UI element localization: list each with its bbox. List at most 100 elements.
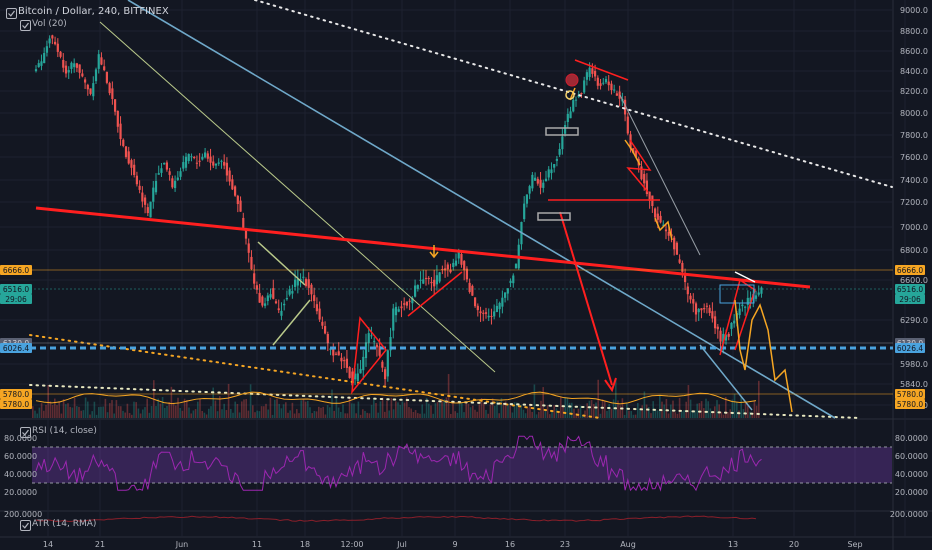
volume-bar xyxy=(683,410,685,418)
volume-bar xyxy=(751,412,753,418)
candle-body xyxy=(572,100,575,112)
candle-body xyxy=(242,217,245,228)
volume-bar xyxy=(159,403,162,418)
candle-body xyxy=(370,335,373,337)
candle-body xyxy=(561,136,564,150)
candle-body xyxy=(498,302,501,310)
volume-bar xyxy=(289,410,291,418)
volume-bar xyxy=(529,403,531,418)
volume-bar xyxy=(705,398,707,418)
volume-bar xyxy=(707,401,709,418)
candle-body xyxy=(463,261,466,271)
atr-line xyxy=(35,515,757,522)
volume-bar xyxy=(443,399,445,418)
volume-bar xyxy=(186,400,188,418)
price-badge xyxy=(895,399,925,409)
candle-body xyxy=(738,308,741,316)
volume-bar xyxy=(685,401,687,418)
candle-body xyxy=(588,67,591,77)
volume-bar xyxy=(428,403,430,418)
candle-body xyxy=(323,326,327,334)
volume-bar xyxy=(122,410,124,418)
volume-bar xyxy=(190,413,192,418)
volume-bar xyxy=(144,407,146,418)
volume-bar xyxy=(170,386,173,418)
volume-bar xyxy=(390,397,393,418)
candle-body xyxy=(253,273,256,284)
candle-body xyxy=(667,231,670,236)
rectangle-box xyxy=(537,212,571,221)
visibility-checkbox-icon[interactable] xyxy=(6,8,17,19)
candle-body xyxy=(304,279,308,287)
candle-body xyxy=(157,173,160,175)
candle-body xyxy=(482,312,485,314)
volume-bar xyxy=(60,413,63,418)
candle-body xyxy=(452,262,455,268)
candle-body xyxy=(424,277,428,279)
candle-body xyxy=(182,162,185,169)
candle-body xyxy=(566,113,569,123)
candle-body xyxy=(623,99,627,115)
candle-body xyxy=(544,178,548,182)
price-tick-label: 7200.0 xyxy=(900,198,928,207)
volume-bar xyxy=(212,387,214,418)
candle-body xyxy=(299,278,302,281)
volume-bar xyxy=(461,402,463,418)
volume-bar xyxy=(709,408,712,418)
volume-bar xyxy=(676,413,679,418)
candle-body xyxy=(705,305,709,307)
volume-bar xyxy=(377,412,379,418)
volume-indicator-label: Vol (20) xyxy=(32,19,67,29)
volume-bar xyxy=(467,403,470,418)
volume-bar xyxy=(313,410,316,418)
candle-body xyxy=(583,80,586,93)
volume-bar xyxy=(654,408,657,418)
candle-body xyxy=(92,83,95,97)
price-badge-label: 6026.4 xyxy=(897,344,923,353)
volume-bar xyxy=(465,402,467,418)
candle-body xyxy=(697,308,700,313)
candle-body xyxy=(569,111,572,119)
volume-bar xyxy=(287,412,289,418)
volume-bars xyxy=(32,374,760,418)
volume-bar xyxy=(56,405,58,418)
candle-body xyxy=(187,154,190,162)
volume-bar xyxy=(166,405,168,418)
volume-bar xyxy=(221,409,223,418)
rsi-visibility-checkbox-icon[interactable] xyxy=(20,427,31,438)
volume-bar xyxy=(729,409,731,418)
candle-body xyxy=(539,179,542,188)
candle-body xyxy=(662,224,665,226)
volume-bar xyxy=(329,407,331,418)
candle-body xyxy=(62,59,65,68)
volume-bar xyxy=(736,402,738,418)
candle-body xyxy=(664,229,668,232)
volume-bar xyxy=(346,413,349,418)
volume-bar xyxy=(575,413,577,418)
atr-visibility-checkbox-icon[interactable] xyxy=(20,520,31,531)
volume-bar xyxy=(370,404,373,418)
volume-bar xyxy=(403,402,406,418)
volume-bar xyxy=(551,410,553,418)
candle-body xyxy=(536,178,539,184)
rsi-line xyxy=(35,435,762,492)
candle-body xyxy=(353,373,357,380)
volume-bar xyxy=(214,400,217,418)
volume-bar xyxy=(247,410,250,418)
volume-bar xyxy=(245,399,247,418)
volume-visibility-checkbox-icon[interactable] xyxy=(20,20,31,31)
volume-bar xyxy=(300,400,302,418)
volume-bar xyxy=(67,403,69,418)
candle-body xyxy=(285,298,289,300)
volume-bar xyxy=(318,406,320,418)
volume-bar xyxy=(117,406,120,418)
candle-body xyxy=(122,139,125,146)
red-arrow-head xyxy=(604,377,617,393)
volume-bar xyxy=(131,414,133,418)
candle-body xyxy=(293,279,297,287)
volume-bar xyxy=(454,411,456,418)
volume-bar xyxy=(58,401,60,418)
candle-body xyxy=(75,63,79,68)
